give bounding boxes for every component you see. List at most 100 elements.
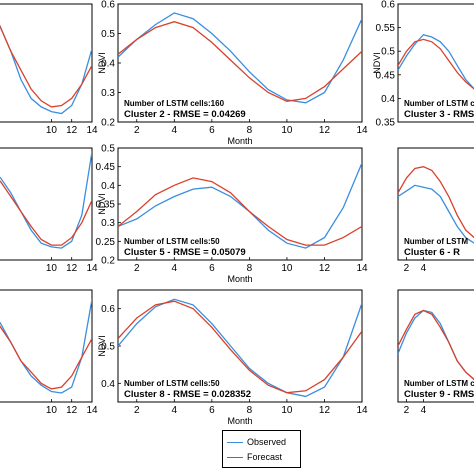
plot-frame	[117, 289, 363, 403]
annotation-text: Number of LSTM c	[404, 379, 474, 388]
y-axis-label: NDVI	[372, 52, 382, 74]
legend-swatch-observed	[227, 441, 243, 443]
x-tick-label: 2	[134, 405, 140, 416]
annotation-text: Number of LSTM c	[404, 99, 474, 108]
y-tick-label: 0.25	[96, 237, 116, 248]
panel-c7: 10 12 14	[0, 289, 98, 416]
x-tick-label: 2	[134, 125, 140, 136]
x-tick-label: 10	[281, 263, 293, 274]
series-group	[398, 309, 474, 381]
y-axis-label: NDVI	[97, 335, 107, 357]
series-group	[398, 33, 474, 90]
annotation-text: Cluster 9 - RMSE	[404, 389, 474, 400]
plot-frame	[0, 289, 93, 403]
series-line-observed	[398, 33, 474, 90]
annotation-text: Number of LSTM cells:50	[124, 379, 220, 388]
x-axis-label: Month	[227, 416, 252, 426]
series-group	[398, 166, 474, 244]
annotation-text: Number of LSTM	[404, 237, 468, 246]
series-line-forecast	[118, 21, 362, 102]
series-line-forecast	[0, 180, 92, 246]
y-tick-label: 0.6	[101, 304, 115, 315]
series-line-forecast	[398, 166, 474, 239]
series-line-observed	[118, 162, 362, 249]
x-tick-label: 2	[404, 405, 410, 416]
plot-frame	[397, 3, 474, 123]
annotation-text: Cluster 3 - RMSE	[404, 109, 474, 120]
plot-frame	[0, 147, 93, 261]
y-tick-label: 0.4	[101, 379, 115, 390]
y-tick-label: 0.5	[101, 144, 115, 155]
x-tick-label: 12	[66, 263, 78, 274]
x-tick-label: 10	[46, 263, 58, 274]
y-tick-label: 0.4	[381, 94, 395, 105]
y-tick-label: 0.2	[101, 118, 115, 129]
series-group	[118, 298, 362, 398]
y-tick-label: 0.35	[376, 118, 396, 129]
legend: Observed Forecast	[222, 430, 301, 468]
x-tick-label: 2	[404, 263, 410, 274]
y-axis-label: NDVI	[97, 52, 107, 74]
annotation-text: Cluster 5 - RMSE = 0.05079	[124, 247, 246, 258]
y-tick-label: 0.55	[376, 23, 396, 34]
x-tick-label: 8	[247, 263, 253, 274]
x-tick-label: 4	[172, 405, 178, 416]
series-group	[118, 162, 362, 249]
panel-c3: 0.35 0.4 0.45 0.5 0.55 0.6 Number of LSTM cClu…	[372, 0, 474, 129]
legend-label-forecast: Forecast	[247, 452, 283, 462]
plot-frame	[117, 3, 363, 123]
y-tick-label: 0.5	[381, 47, 395, 58]
y-tick-label: 0.6	[101, 0, 115, 11]
x-tick-label: 14	[86, 405, 98, 416]
x-tick-label: 12	[319, 405, 331, 416]
x-tick-label: 6	[209, 263, 215, 274]
series-line-forecast	[398, 38, 474, 90]
x-tick-label: 12	[319, 263, 331, 274]
series-line-forecast	[398, 309, 474, 381]
series-group	[0, 24, 92, 115]
annotation-text: Cluster 2 - RMSE = 0.04269	[124, 109, 246, 120]
x-axis-label: Month	[227, 136, 252, 146]
legend-item-observed: Observed	[227, 435, 286, 449]
y-tick-label: 0.3	[101, 88, 115, 99]
annotation-text: Number of LSTM cells:50	[124, 237, 220, 246]
legend-item-forecast: Forecast	[227, 450, 282, 464]
y-axis-label: NDVI	[97, 193, 107, 215]
x-tick-label: 6	[209, 405, 215, 416]
plot-frame	[397, 289, 474, 403]
panel-c5: 2 4 6 8 10 12 14 0.2 0.25 0.3 0.35 0.4 0.45 0.5 Number…	[96, 144, 368, 285]
x-tick-label: 12	[319, 125, 331, 136]
x-tick-label: 4	[421, 263, 427, 274]
x-tick-label: 10	[281, 405, 293, 416]
panel-c1: 10 12 14	[0, 3, 98, 136]
panel-c2: 2 4 6 8 10 12 14 0.2 0.3 0.4 0.5 0.6 Number of LSTM …	[97, 0, 368, 146]
x-tick-label: 4	[172, 125, 178, 136]
x-axis-label: Month	[227, 274, 252, 284]
annotation-text: Number of LSTM cells:160	[124, 99, 225, 108]
x-tick-label: 10	[281, 125, 293, 136]
annotation-text: Cluster 6 - R	[404, 247, 460, 258]
panel-c8: 2 4 6 8 10 12 14 0.4 0.5 0.6 Number of LSTM cells:…	[97, 289, 368, 426]
series-line-observed	[118, 298, 362, 398]
x-tick-label: 8	[247, 405, 253, 416]
y-tick-label: 0.45	[376, 70, 396, 81]
series-line-forecast	[0, 25, 92, 108]
series-group	[0, 151, 92, 249]
y-tick-label: 0.4	[101, 181, 115, 192]
series-group	[118, 12, 362, 104]
panel-c4: 10 12 14	[0, 147, 98, 274]
series-group	[0, 299, 92, 394]
x-tick-label: 10	[46, 405, 58, 416]
x-tick-label: 2	[134, 263, 140, 274]
series-line-forecast	[118, 300, 362, 394]
x-tick-label: 14	[356, 405, 368, 416]
y-tick-label: 0.3	[101, 218, 115, 229]
y-tick-label: 0.6	[381, 0, 395, 11]
legend-swatch-forecast	[227, 456, 243, 458]
series-line-observed	[0, 299, 92, 394]
x-tick-label: 4	[421, 405, 427, 416]
x-tick-label: 14	[356, 125, 368, 136]
x-tick-label: 12	[66, 125, 78, 136]
y-tick-label: 0.4	[101, 59, 115, 70]
